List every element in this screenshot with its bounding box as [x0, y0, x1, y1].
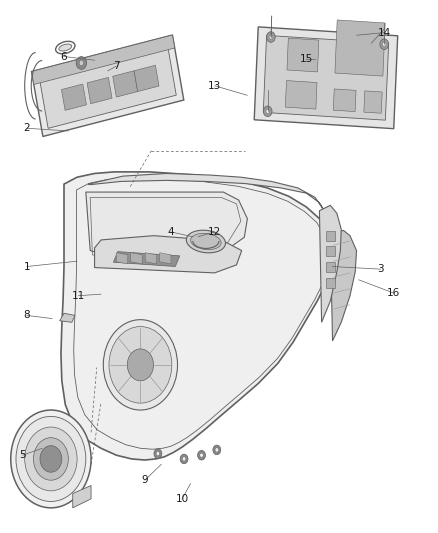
- Text: 1: 1: [24, 262, 30, 271]
- Circle shape: [11, 410, 91, 508]
- Text: 10: 10: [175, 494, 188, 504]
- Circle shape: [16, 416, 86, 502]
- Polygon shape: [61, 84, 86, 110]
- Bar: [326, 231, 335, 241]
- Circle shape: [25, 427, 77, 491]
- Polygon shape: [32, 35, 175, 85]
- Polygon shape: [319, 205, 341, 322]
- Text: 11: 11: [72, 290, 85, 301]
- Bar: [326, 262, 335, 272]
- Circle shape: [263, 106, 272, 117]
- Circle shape: [79, 60, 84, 66]
- Polygon shape: [113, 252, 180, 266]
- Polygon shape: [330, 230, 357, 341]
- Text: 15: 15: [300, 54, 313, 64]
- Polygon shape: [263, 35, 389, 120]
- Bar: [326, 278, 335, 288]
- Text: 14: 14: [378, 28, 392, 38]
- Text: 9: 9: [141, 475, 148, 485]
- Circle shape: [215, 448, 219, 452]
- Polygon shape: [117, 253, 128, 264]
- Polygon shape: [61, 172, 332, 460]
- Circle shape: [380, 39, 389, 50]
- Polygon shape: [60, 313, 75, 322]
- Ellipse shape: [56, 41, 75, 54]
- Polygon shape: [73, 486, 91, 508]
- Circle shape: [382, 42, 386, 46]
- Polygon shape: [333, 89, 356, 111]
- Text: 5: 5: [19, 450, 26, 460]
- Circle shape: [200, 453, 203, 457]
- Polygon shape: [134, 65, 159, 92]
- Ellipse shape: [186, 230, 226, 253]
- Text: 12: 12: [208, 227, 221, 237]
- Circle shape: [103, 320, 177, 410]
- Circle shape: [266, 109, 269, 114]
- Text: 3: 3: [377, 264, 384, 274]
- Text: 2: 2: [24, 123, 30, 133]
- Circle shape: [180, 454, 188, 464]
- Polygon shape: [86, 192, 247, 261]
- Ellipse shape: [191, 233, 221, 249]
- Circle shape: [33, 438, 68, 480]
- Polygon shape: [113, 71, 138, 97]
- Circle shape: [156, 451, 159, 456]
- Polygon shape: [335, 20, 385, 76]
- Circle shape: [127, 349, 153, 381]
- Polygon shape: [286, 80, 317, 109]
- Bar: [326, 246, 335, 256]
- Text: 8: 8: [24, 310, 30, 320]
- Text: 6: 6: [61, 52, 67, 61]
- Polygon shape: [39, 43, 176, 128]
- Circle shape: [269, 35, 272, 39]
- Text: 7: 7: [113, 61, 120, 71]
- Circle shape: [154, 449, 162, 458]
- Text: 16: 16: [387, 288, 400, 298]
- Polygon shape: [364, 91, 382, 113]
- Polygon shape: [159, 253, 171, 264]
- Polygon shape: [145, 253, 156, 264]
- Ellipse shape: [59, 44, 72, 51]
- Text: 4: 4: [168, 227, 174, 237]
- Polygon shape: [95, 236, 242, 273]
- Circle shape: [182, 457, 186, 461]
- Text: 13: 13: [208, 81, 221, 91]
- Polygon shape: [88, 173, 326, 213]
- Polygon shape: [131, 253, 142, 264]
- Circle shape: [76, 56, 87, 69]
- Circle shape: [109, 327, 172, 403]
- Circle shape: [266, 31, 275, 42]
- Circle shape: [40, 446, 62, 472]
- Polygon shape: [32, 35, 184, 136]
- Circle shape: [198, 450, 205, 460]
- Polygon shape: [287, 38, 319, 72]
- Circle shape: [213, 445, 221, 455]
- Polygon shape: [87, 77, 112, 104]
- Polygon shape: [254, 27, 398, 128]
